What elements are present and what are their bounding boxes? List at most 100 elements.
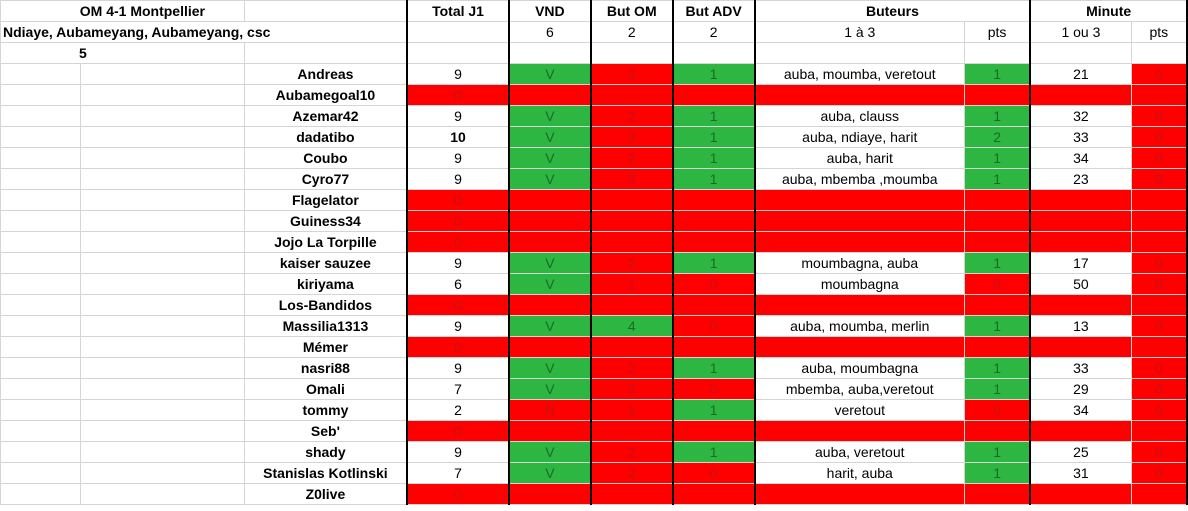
buteurs-pts-cell[interactable]: 1 [963, 441, 1032, 463]
total-cell[interactable]: 0 [406, 420, 510, 442]
col-but-adv[interactable]: But ADV [672, 0, 756, 22]
empty-cell[interactable] [79, 189, 245, 211]
buteurs-pts-cell[interactable] [963, 420, 1032, 442]
empty-cell[interactable] [0, 84, 81, 106]
buteurs-cell[interactable]: auba, harit [754, 147, 965, 169]
but-om-cell[interactable] [590, 294, 674, 316]
empty-cell[interactable] [1029, 42, 1132, 64]
minute-cell[interactable]: 21 [1029, 63, 1132, 85]
but-om-cell[interactable]: 2 [590, 462, 674, 484]
total-cell[interactable]: 7 [406, 462, 510, 484]
minute-pts-cell[interactable]: 0 [1130, 147, 1188, 169]
but-adv-cell[interactable]: 1 [672, 252, 756, 274]
minute-pts-cell[interactable]: 0 [1130, 399, 1188, 421]
but-adv-cell[interactable]: 0 [672, 273, 756, 295]
but-adv-cell[interactable] [672, 210, 756, 232]
total-cell[interactable]: 6 [406, 273, 510, 295]
col-buteurs[interactable]: Buteurs [754, 0, 1032, 22]
player-name[interactable]: Aubamegoal10 [243, 84, 408, 106]
vnd-cell[interactable]: V [508, 147, 592, 169]
empty-cell[interactable] [79, 399, 245, 421]
vnd-cell[interactable]: V [508, 315, 592, 337]
but-om-cell[interactable]: 2 [590, 147, 674, 169]
col-total[interactable]: Total J1 [406, 0, 510, 22]
empty-cell[interactable] [79, 483, 245, 505]
sub-buteurs[interactable]: 1 à 3 [754, 21, 965, 43]
empty-cell[interactable] [0, 210, 81, 232]
minute-cell[interactable]: 25 [1029, 441, 1132, 463]
buteurs-cell[interactable] [754, 420, 965, 442]
player-name[interactable]: Flagelator [243, 189, 408, 211]
but-adv-cell[interactable] [672, 420, 756, 442]
but-adv-cell[interactable]: 1 [672, 357, 756, 379]
empty-cell[interactable] [0, 231, 81, 253]
but-om-cell[interactable]: 3 [590, 168, 674, 190]
empty-cell[interactable] [243, 0, 408, 22]
but-adv-cell[interactable] [672, 294, 756, 316]
minute-pts-cell[interactable]: 0 [1130, 63, 1188, 85]
empty-cell[interactable] [0, 378, 81, 400]
minute-pts-cell[interactable]: 0 [1130, 105, 1188, 127]
empty-cell[interactable] [79, 168, 245, 190]
buteurs-cell[interactable]: harit, auba [754, 462, 965, 484]
vnd-cell[interactable]: V [508, 378, 592, 400]
minute-cell[interactable] [1029, 84, 1132, 106]
but-om-cell[interactable]: 3 [590, 378, 674, 400]
but-adv-cell[interactable]: 1 [672, 441, 756, 463]
but-om-cell[interactable] [590, 189, 674, 211]
empty-cell[interactable] [0, 189, 81, 211]
empty-cell[interactable] [79, 63, 245, 85]
but-adv-cell[interactable] [672, 336, 756, 358]
minute-cell[interactable] [1029, 189, 1132, 211]
total-cell[interactable]: 9 [406, 441, 510, 463]
minute-cell[interactable]: 34 [1029, 147, 1132, 169]
player-name[interactable]: Jojo La Torpille [243, 231, 408, 253]
vnd-cell[interactable]: V [508, 252, 592, 274]
empty-cell[interactable] [79, 231, 245, 253]
player-name[interactable]: Omali [243, 378, 408, 400]
buteurs-pts-cell[interactable]: 1 [963, 357, 1032, 379]
but-adv-cell[interactable]: 1 [672, 168, 756, 190]
buteurs-pts-cell[interactable] [963, 189, 1032, 211]
col-minute[interactable]: Minute [1029, 0, 1188, 22]
minute-cell[interactable]: 29 [1029, 378, 1132, 400]
match-title[interactable]: OM 4-1 Montpellier [0, 0, 245, 22]
minute-cell[interactable]: 34 [1029, 399, 1132, 421]
but-om-cell[interactable]: 1 [590, 399, 674, 421]
buteurs-cell[interactable] [754, 189, 965, 211]
empty-cell[interactable] [0, 273, 81, 295]
total-cell[interactable]: 0 [406, 189, 510, 211]
buteurs-pts-cell[interactable] [963, 336, 1032, 358]
empty-cell[interactable] [243, 42, 408, 64]
buteurs-pts-cell[interactable] [963, 210, 1032, 232]
empty-cell[interactable] [79, 357, 245, 379]
empty-cell[interactable] [508, 42, 592, 64]
but-om-cell[interactable]: 3 [590, 126, 674, 148]
minute-pts-cell[interactable]: 0 [1130, 126, 1188, 148]
minute-pts-cell[interactable] [1130, 189, 1188, 211]
vnd-cell[interactable] [508, 189, 592, 211]
player-name[interactable]: kaiser sauzee [243, 252, 408, 274]
minute-cell[interactable]: 32 [1029, 105, 1132, 127]
player-name[interactable]: Stanislas Kotlinski [243, 462, 408, 484]
empty-cell[interactable] [0, 420, 81, 442]
but-om-cell[interactable]: 1 [590, 273, 674, 295]
but-adv-cell[interactable]: 1 [672, 147, 756, 169]
minute-cell[interactable]: 31 [1029, 462, 1132, 484]
empty-cell[interactable] [590, 42, 674, 64]
total-cell[interactable]: 9 [406, 105, 510, 127]
but-adv-cell[interactable]: 0 [672, 378, 756, 400]
player-name[interactable]: Los-Bandidos [243, 294, 408, 316]
but-om-cell[interactable]: 2 [590, 252, 674, 274]
player-name[interactable]: Azemar42 [243, 105, 408, 127]
minute-pts-cell[interactable] [1130, 420, 1188, 442]
sub-om[interactable]: 2 [590, 21, 674, 43]
minute-pts-cell[interactable]: 0 [1130, 252, 1188, 274]
but-om-cell[interactable] [590, 84, 674, 106]
minute-cell[interactable] [1029, 420, 1132, 442]
but-om-cell[interactable]: 4 [590, 315, 674, 337]
minute-pts-cell[interactable]: 0 [1130, 315, 1188, 337]
but-adv-cell[interactable] [672, 231, 756, 253]
but-om-cell[interactable]: 3 [590, 63, 674, 85]
minute-cell[interactable]: 50 [1029, 273, 1132, 295]
